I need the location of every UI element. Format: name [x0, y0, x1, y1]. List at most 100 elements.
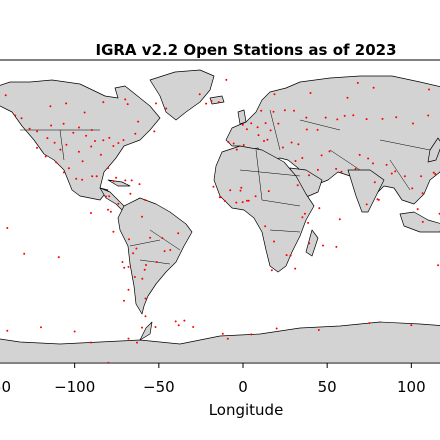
station-point — [316, 168, 319, 171]
station-point — [108, 195, 111, 198]
station-point — [394, 170, 397, 173]
station-point — [127, 288, 130, 291]
x-axis-label: Longitude — [209, 401, 284, 419]
station-point — [67, 167, 70, 170]
station-point — [270, 269, 273, 272]
station-point — [223, 199, 226, 202]
station-point — [115, 176, 118, 179]
station-point — [198, 93, 201, 96]
station-point — [372, 86, 375, 89]
station-point — [132, 252, 135, 255]
station-point — [126, 103, 129, 106]
station-point — [309, 92, 312, 94]
station-point — [36, 146, 38, 149]
station-point — [241, 123, 244, 126]
station-point — [149, 236, 152, 239]
land-greenland — [149, 69, 215, 121]
station-point — [427, 114, 430, 117]
station-point — [338, 218, 341, 221]
station-point — [117, 142, 120, 144]
station-point — [308, 174, 310, 177]
station-point — [266, 138, 269, 141]
station-point — [416, 208, 419, 211]
station-point — [235, 148, 238, 151]
land-north-america — [0, 79, 161, 201]
land-indonesia — [399, 211, 440, 233]
station-point — [49, 105, 52, 108]
station-point — [28, 127, 31, 130]
station-point — [247, 199, 250, 202]
station-point — [154, 326, 157, 328]
station-point — [294, 160, 297, 162]
station-point — [277, 122, 280, 125]
station-point — [305, 128, 308, 131]
country-borders — [20, 109, 431, 265]
station-point — [381, 117, 384, 120]
station-point — [340, 170, 343, 173]
station-point — [165, 107, 168, 110]
station-point — [385, 163, 388, 166]
station-point — [155, 102, 157, 105]
station-point — [4, 94, 7, 97]
station-point — [107, 361, 110, 363]
station-point — [107, 208, 109, 211]
station-point — [254, 195, 257, 198]
station-point — [368, 322, 371, 325]
station-point — [354, 167, 357, 170]
land-south-america — [117, 197, 193, 315]
station-point — [221, 332, 224, 335]
station-point — [428, 88, 430, 91]
map-frame — [0, 59, 440, 364]
station-point — [285, 254, 288, 257]
station-point — [163, 250, 166, 253]
station-point — [320, 154, 323, 157]
station-point — [352, 114, 355, 117]
station-point — [44, 155, 47, 158]
station-point — [161, 237, 164, 240]
station-point — [420, 175, 423, 178]
station-point — [256, 126, 259, 129]
x-tick-label: −150 — [0, 378, 11, 396]
station-point — [177, 232, 180, 235]
station-point — [102, 101, 105, 104]
station-point — [133, 276, 136, 278]
station-point — [346, 96, 349, 99]
station-point — [75, 177, 78, 180]
station-point — [373, 181, 376, 184]
station-point — [112, 145, 115, 147]
station-point — [90, 129, 93, 131]
station-point — [421, 220, 424, 223]
land-iceland — [209, 95, 225, 105]
station-point — [225, 78, 228, 81]
station-point — [218, 196, 221, 199]
station-point — [246, 199, 248, 202]
station-point — [239, 189, 242, 192]
station-point — [192, 326, 195, 328]
station-point — [169, 249, 172, 251]
station-point — [242, 144, 245, 146]
station-point — [23, 252, 26, 255]
station-point — [296, 184, 299, 187]
station-point — [91, 175, 94, 178]
station-point — [138, 183, 141, 186]
station-point — [65, 102, 68, 105]
station-point — [85, 134, 88, 137]
station-point — [290, 141, 293, 144]
x-axis-ticks: −150−100−50050100150 — [0, 363, 426, 396]
station-point — [308, 242, 311, 245]
land-madagascar — [305, 229, 319, 257]
station-point — [117, 202, 120, 205]
station-point — [263, 140, 265, 142]
station-point — [65, 143, 68, 146]
station-point — [232, 142, 235, 145]
station-point — [395, 116, 398, 119]
x-tick-label: 50 — [318, 378, 337, 396]
station-point — [269, 129, 272, 132]
station-point — [212, 185, 215, 188]
station-point — [108, 136, 111, 139]
station-point — [217, 101, 220, 104]
station-point — [281, 146, 284, 149]
station-point — [78, 126, 80, 129]
station-point — [241, 201, 244, 204]
station-point — [205, 102, 208, 105]
